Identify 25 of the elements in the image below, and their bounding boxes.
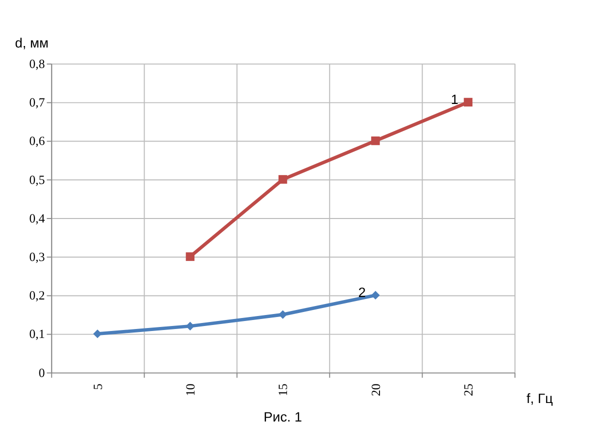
text: Рис. 1: [264, 410, 302, 425]
y-tick-label: 0: [38, 366, 45, 380]
x-axis-title: f, Гц: [526, 390, 554, 406]
x-tick-label: 20: [368, 384, 383, 396]
y-tick-label: 0,6: [29, 134, 45, 148]
y-tick-label: 0,1: [29, 327, 45, 342]
y-tick-label: 0,5: [29, 172, 45, 187]
point: [371, 290, 380, 300]
point: [278, 310, 288, 319]
point: [186, 252, 194, 261]
point: [371, 136, 380, 146]
y-tick-label: 0,3: [29, 250, 45, 264]
x-tick-label: 5: [90, 384, 105, 390]
x-tick-label: 25: [461, 384, 476, 396]
y-tick-label: 0,2: [29, 288, 45, 303]
x-tick-label: 10: [183, 384, 198, 396]
y-tick-label: 0,7: [29, 96, 45, 110]
series-label: 1: [450, 92, 458, 108]
y-axis-title: d, мм: [14, 36, 49, 51]
x-tick-label: 15: [276, 384, 290, 396]
series-label: 2: [358, 285, 366, 300]
point: [464, 98, 472, 107]
point: [278, 175, 288, 184]
y-tick-label: 0,8: [29, 56, 45, 71]
y-tick-label: 0,4: [29, 211, 46, 226]
